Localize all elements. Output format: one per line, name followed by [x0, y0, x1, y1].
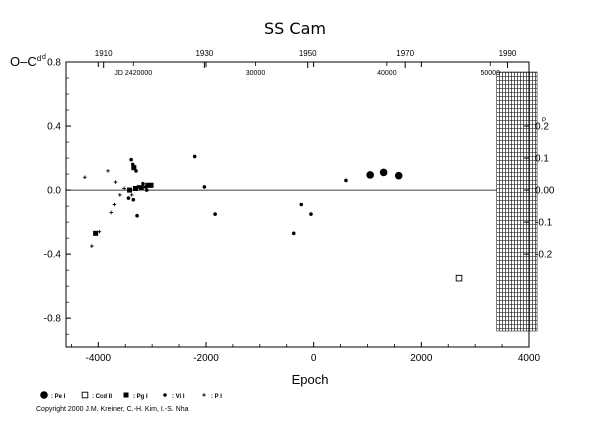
legend-label: : Ccd II — [92, 394, 112, 400]
x-tick-label: -2000 — [193, 353, 219, 364]
y-axis-label-text: O–C — [10, 54, 37, 69]
data-point-pg — [131, 165, 137, 171]
data-point-p — [122, 186, 126, 191]
data-point-vi — [192, 154, 197, 159]
jd-tick-label: 40000 — [377, 70, 397, 77]
data-point-pe — [394, 171, 403, 180]
right-tick-label: 0.1 — [535, 154, 549, 165]
chart-title: SS Cam — [264, 19, 326, 38]
data-point-vi — [309, 212, 313, 216]
data-point-p — [97, 229, 102, 234]
data-point-pg — [148, 182, 154, 188]
right-axis-unit: P — [542, 118, 546, 124]
data-point-vi — [163, 393, 167, 397]
data-point-p — [106, 169, 110, 173]
data-point-pg — [145, 182, 151, 188]
x-tick-label: -4000 — [86, 353, 112, 364]
data-point-pg — [93, 230, 99, 236]
jd-tick-label: 50000 — [481, 70, 501, 77]
data-point-p — [112, 202, 117, 207]
right-tick-label: 0.2 — [535, 122, 549, 133]
year-tick-label: 1930 — [195, 49, 213, 58]
y-tick-label: -0.4 — [44, 250, 62, 261]
data-point-vi — [129, 157, 133, 162]
data-point-p — [90, 244, 94, 248]
x-axis-label: Epoch — [292, 372, 329, 387]
data-point-pg — [138, 185, 144, 191]
year-tick-label: 1970 — [396, 49, 414, 58]
plot-frame — [65, 61, 530, 348]
y-axis-unit: d — [37, 54, 41, 63]
data-point-vi — [135, 213, 139, 218]
data-point-vi — [136, 185, 140, 189]
y-tick-unit: d — [42, 54, 46, 61]
legend-label: : Pe I — [51, 394, 66, 400]
y-tick-label: -0.8 — [44, 314, 62, 325]
legend-label: : P I — [211, 394, 222, 400]
data-point-pg — [132, 185, 138, 191]
x-tick-label: 4000 — [518, 353, 541, 364]
data-point-vi — [141, 181, 145, 186]
data-point-vi — [143, 185, 148, 189]
data-point-vi — [131, 197, 136, 202]
hatched-region — [496, 71, 538, 332]
data-point-vi — [344, 178, 348, 183]
y-tick-label: 0.4 — [47, 122, 61, 133]
jd-tick-label: JD 2420000 — [114, 70, 152, 77]
data-point-p — [118, 193, 122, 197]
right-tick-label: 0.00 — [535, 186, 555, 197]
data-point-pe — [379, 168, 388, 177]
jd-tick-label: 30000 — [246, 70, 266, 77]
x-tick-label: 0 — [311, 353, 317, 364]
data-point-vi — [134, 169, 138, 173]
data-point-pg — [127, 187, 133, 193]
right-tick-label: -0.1 — [535, 218, 553, 229]
data-point-vi — [144, 188, 149, 192]
copyright-note: Copyright 2000 J.M. Kreiner, C.-H. Kim, … — [36, 406, 189, 413]
data-point-ccd — [81, 391, 89, 399]
data-point-pe — [366, 171, 374, 179]
data-point-p — [109, 210, 114, 215]
data-point-vi — [299, 202, 304, 207]
year-tick-label: 1990 — [499, 49, 517, 58]
x-tick-label: 2000 — [410, 353, 433, 364]
data-point-vi — [213, 212, 217, 216]
data-point-p — [83, 175, 87, 180]
right-tick-label: -0.2 — [535, 250, 553, 261]
data-point-p — [129, 193, 134, 197]
data-point-p — [113, 180, 118, 184]
legend: : Pe I : Ccd II : Pg I : Vi I : P I — [40, 391, 222, 400]
legend-label: : Vi I — [172, 394, 185, 400]
y-axis-label: O–Cd — [10, 54, 41, 69]
data-point-pg — [123, 392, 129, 398]
data-point-vi — [291, 231, 296, 236]
year-tick-label: 1950 — [299, 49, 317, 58]
y-tick-label: 0.8 — [47, 58, 61, 69]
data-point-p — [202, 393, 206, 397]
legend-label: : Pg I — [133, 394, 148, 400]
data-point-vi — [202, 185, 207, 189]
y-tick-label: 0.0 — [47, 186, 61, 197]
data-point-pe — [40, 391, 48, 399]
data-point-ccd — [455, 274, 463, 282]
data-point-vi — [126, 196, 131, 200]
data-point-vi — [130, 162, 135, 167]
year-tick-label: 1910 — [95, 49, 113, 58]
